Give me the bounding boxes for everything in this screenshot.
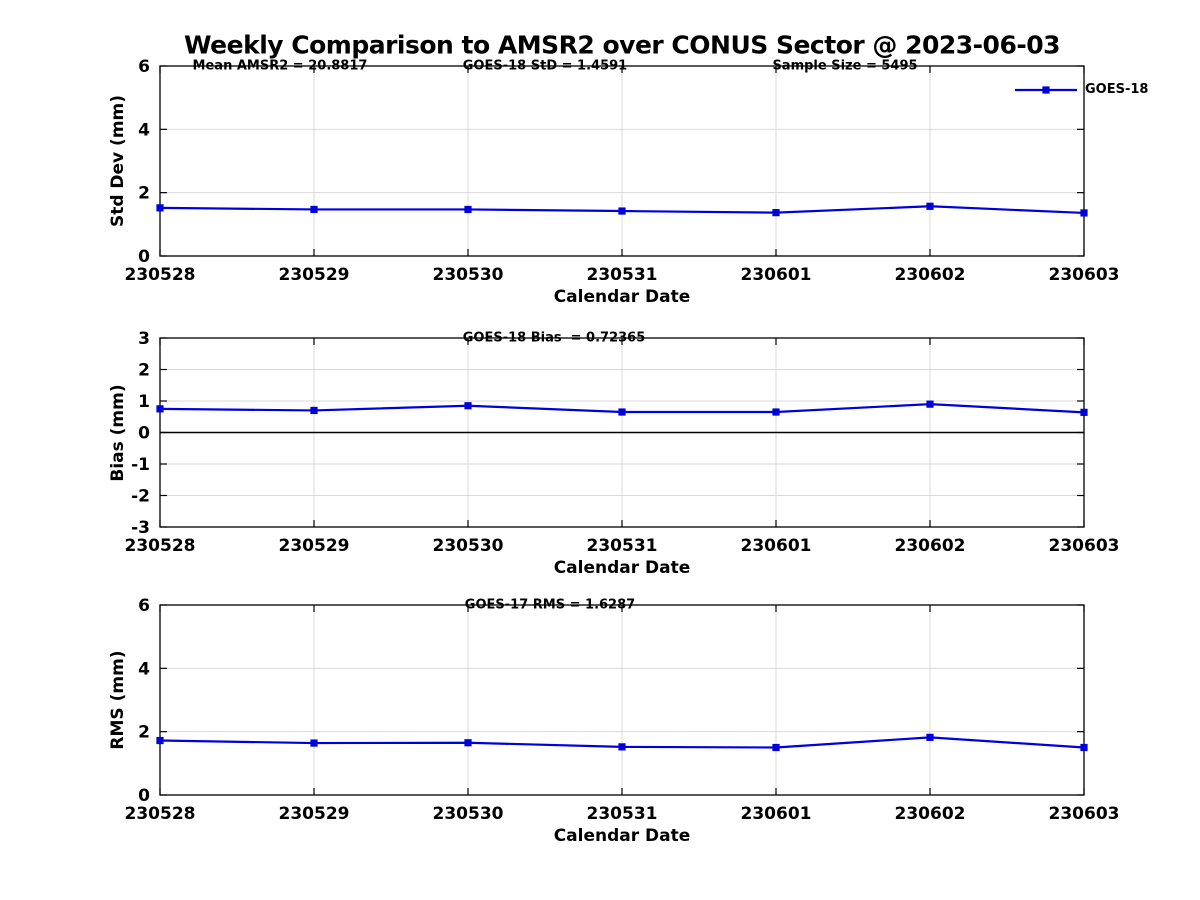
data-marker xyxy=(1080,743,1088,752)
y-tick-label: -3 xyxy=(131,518,150,538)
rms-y-axis-label: RMS (mm) xyxy=(108,650,128,750)
legend: GOES-18 xyxy=(1015,82,1148,97)
data-marker xyxy=(772,209,780,217)
data-marker xyxy=(464,739,472,747)
data-marker xyxy=(310,739,318,747)
y-tick-label: 4 xyxy=(138,659,150,679)
stddev-y-axis-label: Std Dev (mm) xyxy=(108,94,128,228)
data-marker xyxy=(926,733,934,741)
data-marker xyxy=(772,408,780,416)
legend-swatch xyxy=(1015,85,1077,94)
data-marker xyxy=(772,743,780,752)
subplot-bias: 230528 230529 230530 230531 230601 230602 2306… xyxy=(108,329,1120,578)
figure-title: Weekly Comparison to AMSR2 over CONUS Se… xyxy=(183,30,1061,60)
data-marker xyxy=(156,405,164,413)
bias-x-axis-label: Calendar Date xyxy=(553,558,691,578)
data-marker xyxy=(156,736,164,745)
data-marker xyxy=(156,204,164,212)
x-tick-label: 230529 xyxy=(279,536,350,556)
data-marker xyxy=(618,743,626,751)
y-tick-label: 0 xyxy=(138,247,150,267)
x-tick-label: 230530 xyxy=(433,536,504,556)
x-tick-label: 230603 xyxy=(1049,804,1120,824)
x-tick-label: 230529 xyxy=(279,265,350,285)
y-tick-label: 6 xyxy=(138,57,150,77)
rms-plot: 230528 230529 230530 230531 230601 230602 2306… xyxy=(125,596,1120,824)
subplot-stddev: 230528 230529 230530 230531 230601 230602 2306… xyxy=(108,57,1148,307)
x-tick-label: 230601 xyxy=(741,536,812,556)
annotation-mean-amsr2: Mean AMSR2 = 20.8817 xyxy=(192,58,368,74)
data-marker xyxy=(618,207,626,215)
data-marker xyxy=(310,406,318,415)
y-tick-label: 2 xyxy=(138,184,150,204)
x-tick-label: 230528 xyxy=(125,536,196,556)
data-marker xyxy=(310,205,318,214)
x-tick-label: 230530 xyxy=(433,804,504,824)
legend-label: GOES-18 xyxy=(1085,82,1149,97)
y-tick-label: 2 xyxy=(138,361,150,381)
y-tick-label: -1 xyxy=(131,455,150,475)
x-tick-label: 230528 xyxy=(125,265,196,285)
annotation-sample-size: Sample Size = 5495 xyxy=(772,58,918,74)
data-marker xyxy=(1080,408,1088,416)
y-tick-label: 3 xyxy=(138,329,150,349)
data-marker xyxy=(926,202,934,210)
bias-y-axis-label: Bias (mm) xyxy=(108,383,128,482)
rms-x-axis-label: Calendar Date xyxy=(553,826,691,846)
y-tick-label: 1 xyxy=(138,392,150,412)
annotation-goes18-std: GOES-18 StD = 1.4591 xyxy=(462,58,628,74)
y-tick-label: -2 xyxy=(131,487,150,507)
data-marker xyxy=(926,400,934,408)
x-tick-label: 230602 xyxy=(895,265,966,285)
annotation-goes17-rms: GOES-17 RMS = 1.6287 xyxy=(464,597,636,613)
stddev-plot: 230528 230529 230530 230531 230601 230602 2306… xyxy=(125,57,1120,285)
data-marker xyxy=(464,205,472,214)
y-tick-label: 0 xyxy=(138,424,150,444)
x-tick-label: 230603 xyxy=(1049,536,1120,556)
data-marker xyxy=(618,408,626,416)
x-tick-label: 230601 xyxy=(741,265,812,285)
x-tick-label: 230603 xyxy=(1049,265,1120,285)
data-marker xyxy=(1080,209,1088,217)
x-tick-label: 230531 xyxy=(587,536,658,556)
x-tick-label: 230528 xyxy=(125,804,196,824)
data-marker xyxy=(464,402,472,410)
x-tick-label: 230531 xyxy=(587,265,658,285)
x-tick-label: 230602 xyxy=(895,536,966,556)
bias-plot: 230528 230529 230530 230531 230601 230602 2306… xyxy=(125,329,1120,556)
x-tick-label: 230602 xyxy=(895,804,966,824)
legend-marker xyxy=(1042,85,1050,94)
stddev-x-axis-label: Calendar Date xyxy=(553,287,691,307)
y-tick-label: 6 xyxy=(138,596,150,616)
x-tick-label: 230530 xyxy=(433,265,504,285)
x-tick-label: 230601 xyxy=(741,804,812,824)
annotation-goes18-bias: GOES-18 Bias = 0.72365 xyxy=(462,330,646,346)
subplot-rms: 230528 230529 230530 230531 230601 230602 2306… xyxy=(108,596,1120,846)
x-tick-label: 230531 xyxy=(587,804,658,824)
y-tick-label: 4 xyxy=(138,120,150,140)
x-tick-label: 230529 xyxy=(279,804,350,824)
y-tick-label: 0 xyxy=(138,786,150,806)
y-tick-label: 2 xyxy=(138,723,150,743)
